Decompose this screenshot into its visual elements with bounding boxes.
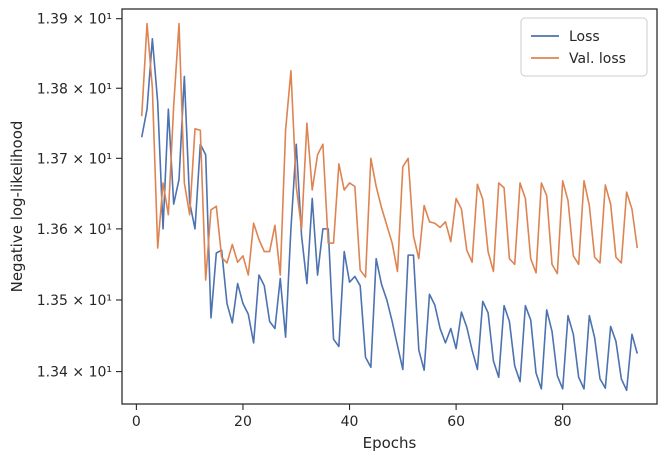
y-tick-label: 1.34 × 10¹ <box>37 365 112 381</box>
y-tick-label: 1.38 × 10¹ <box>37 81 112 97</box>
y-axis: 1.34 × 10¹ 1.35 × 10¹ 1.36 × 10¹ 1.37 × 10¹… <box>37 12 122 381</box>
legend-label: Loss <box>569 29 600 45</box>
y-tick-label: 1.35 × 10¹ <box>37 293 112 309</box>
legend: Loss Val. loss <box>520 17 648 77</box>
y-axis-title: Negative log-likelihood <box>8 121 26 293</box>
series-line-val-loss <box>140 22 639 281</box>
x-tick-label: 40 <box>341 414 359 430</box>
series-layer <box>140 22 639 392</box>
y-tick-label: 1.36 × 10¹ <box>37 222 112 238</box>
x-tick-label: 80 <box>554 414 572 430</box>
legend-label: Val. loss <box>569 51 626 67</box>
x-tick-label: 60 <box>447 414 465 430</box>
x-axis: 0 20 40 60 80 <box>132 404 572 430</box>
series-line-loss <box>140 38 639 392</box>
legend-box <box>520 17 648 77</box>
x-axis-title: Epochs <box>363 434 417 452</box>
y-tick-label: 1.37 × 10¹ <box>37 151 112 167</box>
x-tick-label: 0 <box>132 414 141 430</box>
plot-frame <box>121 8 658 405</box>
x-tick-label: 20 <box>234 414 252 430</box>
y-tick-label: 1.39 × 10¹ <box>37 12 112 28</box>
